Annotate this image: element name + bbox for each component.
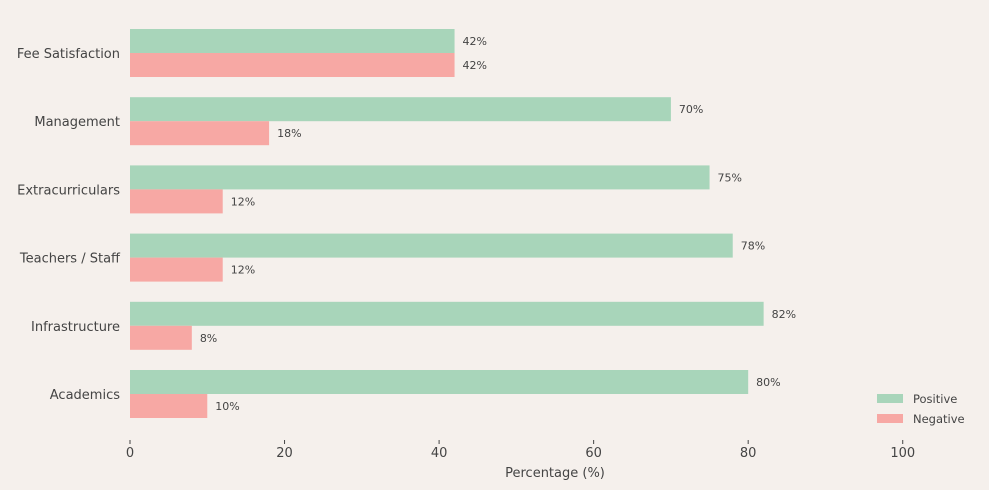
bar-negative xyxy=(130,121,270,146)
bar-positive xyxy=(130,29,455,53)
bar-positive xyxy=(130,165,710,190)
category-labels: Fee Satisfaction Management Extracurricula… xyxy=(17,47,121,403)
data-label: 78% xyxy=(741,240,765,253)
x-tick-label: 40 xyxy=(431,446,448,461)
bar-negative xyxy=(130,325,192,350)
x-tick-label: 100 xyxy=(890,446,915,461)
category-label: Infrastructure xyxy=(31,320,120,335)
legend-label: Positive xyxy=(913,392,957,406)
category-label: Extracurriculars xyxy=(17,183,120,198)
legend-swatch xyxy=(877,414,903,423)
x-axis-title: Percentage (%) xyxy=(505,466,605,481)
data-label: 12% xyxy=(231,264,255,277)
data-label: 10% xyxy=(215,400,239,413)
data-label: 42% xyxy=(463,59,487,72)
bar-positive xyxy=(130,370,749,394)
bars-group: 42% 42% 70% 18% 75% 12% 78% 12% 82% 8% 80% 10% xyxy=(130,29,796,418)
category-label: Academics xyxy=(50,388,120,403)
data-label: 70% xyxy=(679,103,703,116)
legend: Positive Negative xyxy=(877,392,965,426)
data-label: 18% xyxy=(277,127,301,140)
x-axis-ticks: 0 20 40 60 80 100 xyxy=(126,440,915,461)
x-tick-label: 60 xyxy=(585,446,602,461)
category-label: Teachers / Staff xyxy=(19,252,121,267)
bar-positive xyxy=(130,301,764,326)
data-label: 80% xyxy=(756,376,780,389)
bar-negative xyxy=(130,394,208,418)
x-tick-label: 80 xyxy=(740,446,757,461)
data-label: 82% xyxy=(772,308,796,321)
bar-positive xyxy=(130,97,671,122)
bar-positive xyxy=(130,233,733,258)
x-tick-label: 20 xyxy=(276,446,293,461)
legend-label: Negative xyxy=(913,412,965,426)
bar-negative xyxy=(130,53,455,77)
bar-negative xyxy=(130,257,223,282)
legend-swatch xyxy=(877,394,903,403)
data-label: 42% xyxy=(463,35,487,48)
category-label: Fee Satisfaction xyxy=(17,47,120,62)
data-label: 8% xyxy=(200,332,217,345)
x-tick-label: 0 xyxy=(126,446,134,461)
data-label: 12% xyxy=(231,195,255,208)
bar-negative xyxy=(130,189,223,214)
category-label: Management xyxy=(34,115,120,130)
data-label: 75% xyxy=(718,171,742,184)
